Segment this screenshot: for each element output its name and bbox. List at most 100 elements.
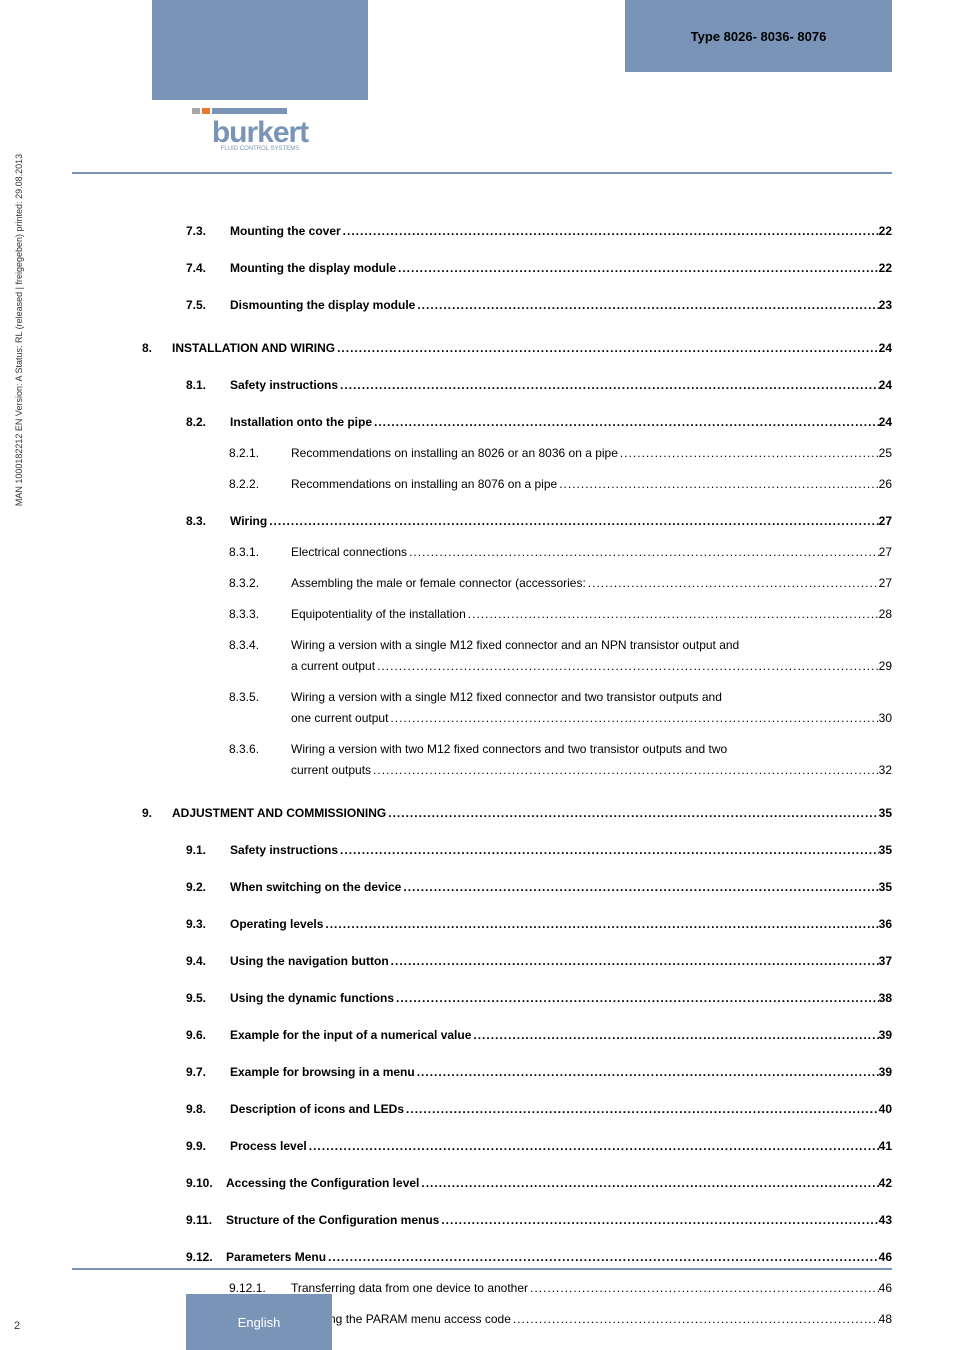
toc-spacer — [142, 936, 892, 952]
toc-row: 8.2.Installation onto the pipe24 — [142, 413, 892, 431]
toc-title: Assembling the male or female connector … — [291, 574, 586, 592]
toc-row: 7.4.Mounting the display module22 — [142, 259, 892, 277]
toc-number: 8.3.3. — [229, 605, 291, 623]
header-tab-right: Type 8026- 8036- 8076 — [625, 0, 892, 72]
toc-leader-dots — [372, 413, 879, 431]
toc-row: 9.4.Using the navigation button37 — [142, 952, 892, 970]
header-divider — [72, 172, 892, 174]
toc-page: 41 — [879, 1137, 892, 1155]
toc-page: 24 — [879, 413, 892, 431]
type-label: Type 8026- 8036- 8076 — [691, 29, 827, 44]
logo-subtext: FLUID CONTROL SYSTEMS — [185, 146, 335, 152]
toc-page: 24 — [879, 339, 892, 357]
toc-row: 8.3.1.Electrical connections27 — [142, 543, 892, 561]
toc-title: Operating levels — [230, 915, 323, 933]
toc-row: 8.3.6.Wiring a version with two M12 fixe… — [142, 740, 892, 758]
toc-page: 24 — [879, 376, 892, 394]
toc-number: 8.3.1. — [229, 543, 291, 561]
toc-row: 9.6.Example for the input of a numerical… — [142, 1026, 892, 1044]
toc-row: 8.3.3.Equipotentiality of the installati… — [142, 605, 892, 623]
toc-leader-dots — [267, 512, 878, 530]
footer-language-tab: English — [186, 1294, 332, 1350]
toc-leader-dots — [335, 339, 879, 357]
toc-leader-dots — [401, 878, 878, 896]
toc-leader-dots — [388, 709, 878, 727]
toc-spacer — [142, 1010, 892, 1026]
toc-title: Process level — [230, 1137, 307, 1155]
toc-title: Wiring a version with a single M12 fixed… — [291, 636, 739, 654]
toc-spacer — [142, 397, 892, 413]
toc-spacer — [142, 973, 892, 989]
toc-leader-dots — [375, 657, 879, 675]
toc-spacer — [142, 595, 892, 605]
toc-number: 8.3. — [186, 512, 230, 530]
toc-page: 40 — [879, 1100, 892, 1118]
toc-number: 8.2.1. — [229, 444, 291, 462]
toc-spacer — [142, 1121, 892, 1137]
toc-page: 35 — [879, 841, 892, 859]
toc-spacer — [142, 533, 892, 543]
toc-title: Using the dynamic functions — [230, 989, 394, 1007]
toc-number: 8.3.4. — [229, 636, 291, 654]
toc-leader-dots — [415, 296, 878, 314]
toc-page: 36 — [879, 915, 892, 933]
toc-number: 8.2. — [186, 413, 230, 431]
toc-title: Description of icons and LEDs — [230, 1100, 404, 1118]
toc-page: 27 — [879, 512, 892, 530]
toc-row: 9.10.Accessing the Configuration level42 — [142, 1174, 892, 1192]
header-tab-left — [152, 0, 368, 100]
toc-spacer — [142, 862, 892, 878]
toc-spacer — [142, 1195, 892, 1211]
toc-page: 39 — [879, 1026, 892, 1044]
toc-title: When switching on the device — [230, 878, 401, 896]
toc-number: 9.1. — [186, 841, 230, 859]
toc-row: 9.7.Example for browsing in a menu39 — [142, 1063, 892, 1081]
toc-number: 9.3. — [186, 915, 230, 933]
toc-leader-dots — [439, 1211, 878, 1229]
toc-row: 8.1.Safety instructions24 — [142, 376, 892, 394]
logo-text: burkert — [185, 116, 335, 150]
toc-leader-dots — [471, 1026, 878, 1044]
footer-language: English — [238, 1315, 281, 1330]
toc-spacer — [142, 360, 892, 376]
toc-leader-dots — [415, 1063, 879, 1081]
toc-leader-dots — [307, 1137, 879, 1155]
toc-title: a current output — [291, 657, 375, 675]
toc-title: current outputs — [291, 761, 371, 779]
toc-title: ADJUSTMENT AND COMMISSIONING — [172, 804, 386, 822]
toc-number: 9.8. — [186, 1100, 230, 1118]
toc-row: 9.5.Using the dynamic functions38 — [142, 989, 892, 1007]
toc-number: 8.2.2. — [229, 475, 291, 493]
toc-leader-dots — [618, 444, 879, 462]
toc-row: 8.3.2.Assembling the male or female conn… — [142, 574, 892, 592]
toc-leader-dots — [371, 761, 879, 779]
toc-row: 9.9.Process level41 — [142, 1137, 892, 1155]
toc-spacer — [142, 243, 892, 259]
toc-number: 9.11. — [186, 1211, 226, 1229]
toc-number: 9.10. — [186, 1174, 226, 1192]
toc-page: 38 — [879, 989, 892, 1007]
toc-spacer — [142, 1269, 892, 1279]
toc-leader-dots — [586, 574, 879, 592]
toc-title: Parameters Menu — [226, 1248, 326, 1266]
toc-page: 22 — [879, 259, 892, 277]
toc-spacer — [142, 1232, 892, 1248]
toc-spacer — [142, 782, 892, 804]
toc-title: Using the navigation button — [230, 952, 389, 970]
toc-title: Wiring a version with a single M12 fixed… — [291, 688, 722, 706]
toc-page: 43 — [879, 1211, 892, 1229]
toc-title: Electrical connections — [291, 543, 407, 561]
toc-number: 7.4. — [186, 259, 230, 277]
toc-page: 30 — [879, 709, 892, 727]
side-metadata: MAN 1000182212 EN Version: A Status: RL … — [14, 80, 24, 580]
toc-page: 46 — [879, 1248, 892, 1266]
toc-spacer — [142, 730, 892, 740]
toc-leader-dots — [466, 605, 879, 623]
toc-row: 8.3.4.Wiring a version with a single M12… — [142, 636, 892, 654]
toc-number: 9.7. — [186, 1063, 230, 1081]
toc-row: 7.5.Dismounting the display module23 — [142, 296, 892, 314]
toc-spacer — [142, 564, 892, 574]
toc-page: 35 — [879, 804, 892, 822]
toc-page: 28 — [879, 605, 892, 623]
toc-number: 8.1. — [186, 376, 230, 394]
